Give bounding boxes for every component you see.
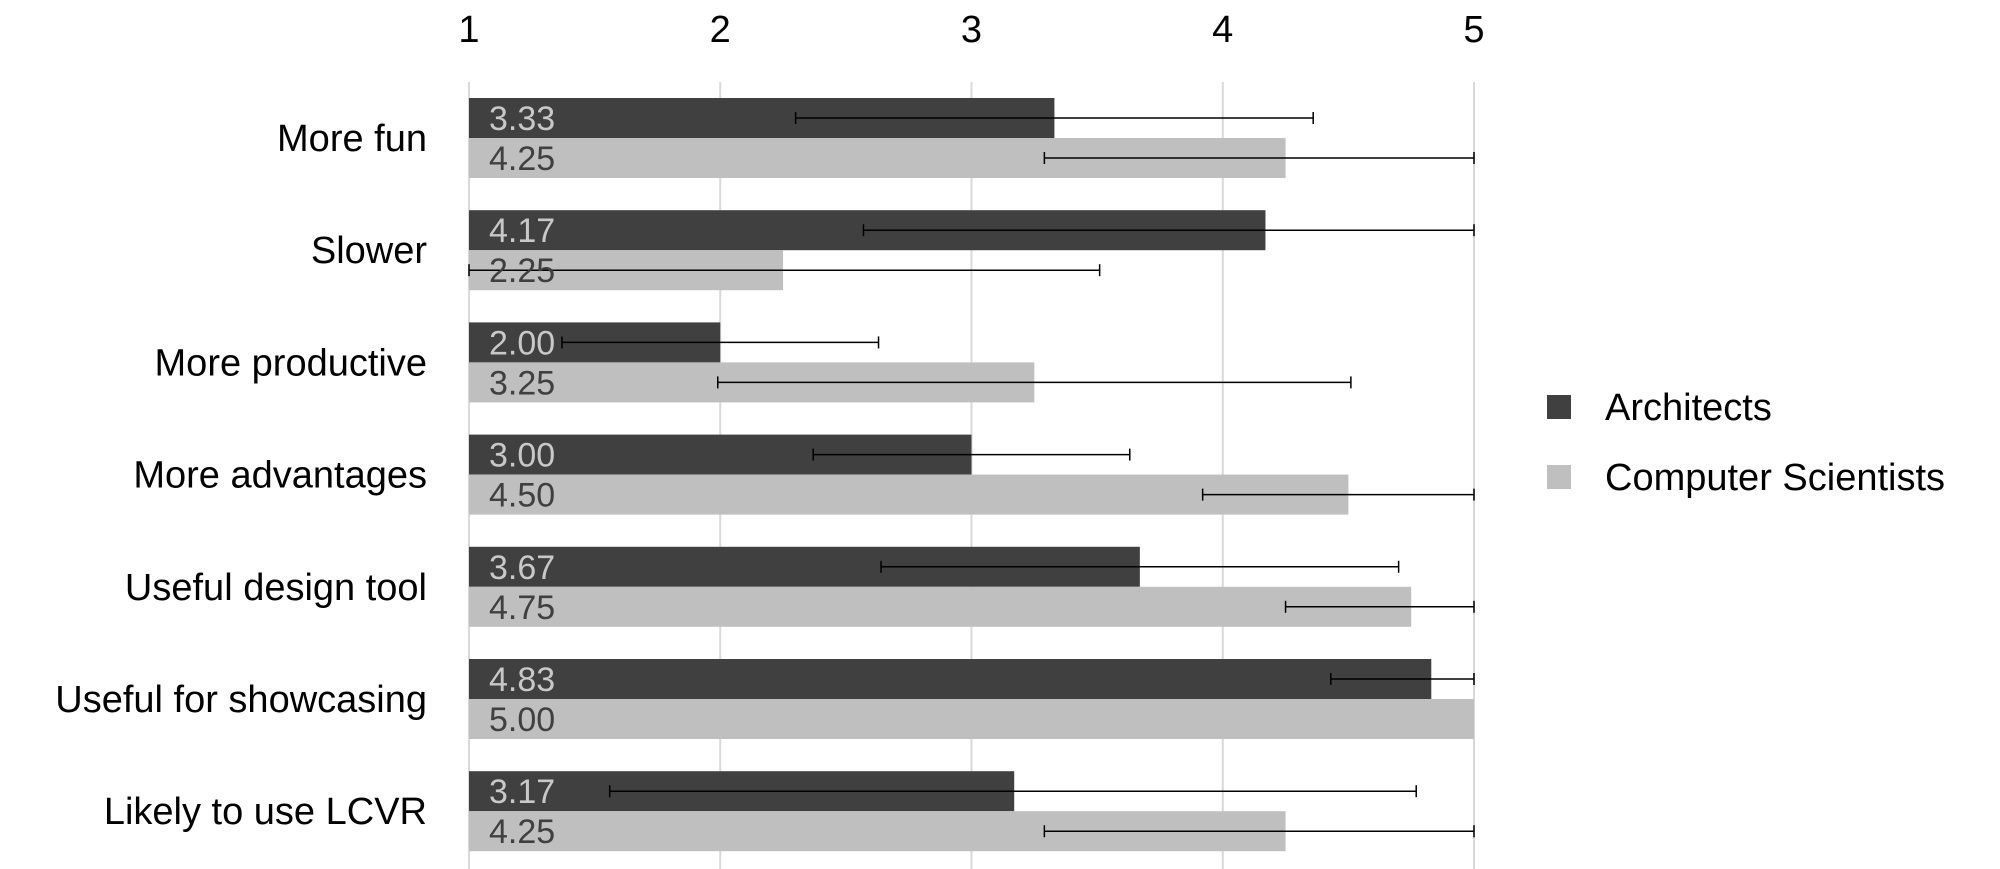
data-label: 3.00 <box>489 437 555 475</box>
legend-label: Architects <box>1605 387 1772 429</box>
data-labels: 3.334.254.172.252.003.253.004.503.674.75… <box>489 100 555 851</box>
category-label: Useful design tool <box>125 567 427 609</box>
data-label: 4.25 <box>489 813 555 851</box>
x-axis-ticks: 1 2 3 4 5 <box>458 9 1484 51</box>
x-tick-label: 3 <box>961 9 982 51</box>
x-tick-label: 2 <box>710 9 731 51</box>
category-label: More productive <box>155 342 427 384</box>
data-label: 2.25 <box>489 252 555 290</box>
bar <box>469 659 1432 699</box>
legend-label: Computer Scientists <box>1605 457 1945 499</box>
bars <box>469 98 1474 852</box>
legend-swatch <box>1547 465 1571 489</box>
data-label: 4.50 <box>489 477 555 515</box>
data-label: 2.00 <box>489 324 555 362</box>
bar <box>469 586 1412 627</box>
data-label: 3.25 <box>489 364 555 402</box>
data-label: 3.67 <box>489 549 555 587</box>
x-tick-label: 5 <box>1463 9 1484 51</box>
error-bars <box>468 112 1475 838</box>
category-labels: More fun Slower More productive More advant… <box>55 118 427 833</box>
category-label: Useful for showcasing <box>55 679 427 721</box>
bar <box>469 699 1474 739</box>
data-label: 5.00 <box>489 701 555 739</box>
category-label: More advantages <box>133 455 427 497</box>
data-label: 4.83 <box>489 661 555 699</box>
data-label: 3.33 <box>489 100 555 138</box>
category-label: Slower <box>311 230 427 272</box>
legend-swatch <box>1547 395 1571 419</box>
bar <box>469 474 1349 515</box>
legend: Architects Computer Scientists <box>1547 387 1945 499</box>
data-label: 4.25 <box>489 140 555 178</box>
data-label: 4.75 <box>489 589 555 627</box>
category-label: More fun <box>277 118 427 160</box>
category-label: Likely to use LCVR <box>104 791 427 833</box>
x-tick-label: 4 <box>1212 9 1233 51</box>
data-label: 3.17 <box>489 773 555 811</box>
data-label: 4.17 <box>489 212 555 250</box>
x-tick-label: 1 <box>458 9 479 51</box>
